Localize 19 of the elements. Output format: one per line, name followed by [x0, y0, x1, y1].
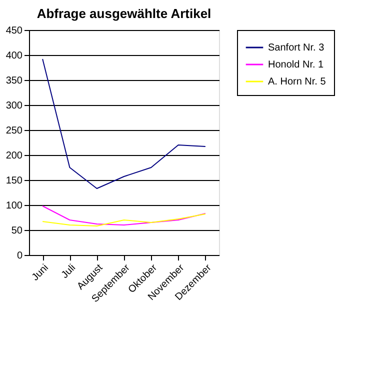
y-tick-label: 250	[6, 126, 23, 136]
y-tick-label: 300	[6, 100, 23, 112]
x-tick-label: Juli	[60, 262, 78, 281]
y-tick-label: 0	[16, 250, 23, 262]
y-tick-label: 450	[6, 26, 23, 36]
legend-label: Honold Nr. 1	[268, 60, 324, 70]
y-tick-label: 50	[11, 226, 23, 236]
legend-label: A. Horn Nr. 5	[268, 76, 326, 88]
y-tick-label: 200	[6, 150, 23, 162]
y-tick-label: 100	[6, 200, 23, 212]
line-series	[42, 206, 206, 226]
y-tick-label: 400	[6, 50, 23, 62]
x-tick-label: Juni	[30, 262, 51, 284]
y-tick-label: 350	[6, 76, 23, 86]
y-tick-label: 150	[6, 176, 23, 186]
chart-title: Abfrage ausgewählte Artikel	[36, 6, 212, 21]
line-series	[42, 58, 206, 189]
legend-label: Sanfort Nr. 3	[268, 42, 325, 54]
line-series	[42, 214, 206, 226]
